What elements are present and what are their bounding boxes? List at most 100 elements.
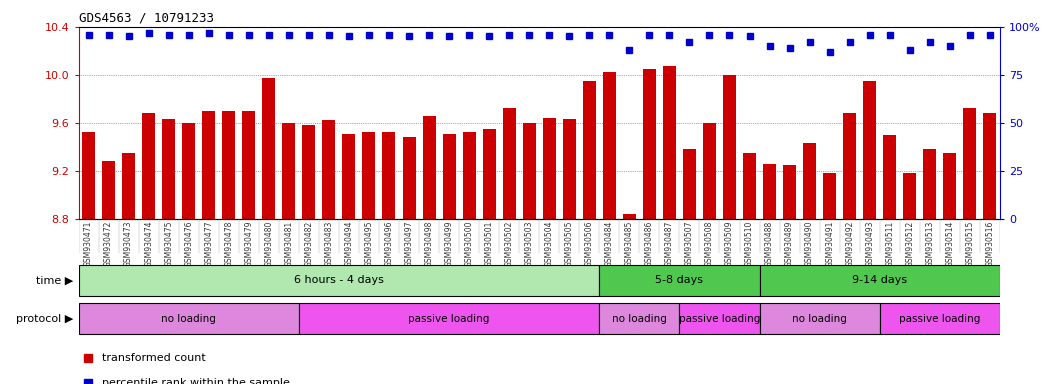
Bar [79,303,298,334]
Text: 6 hours - 4 days: 6 hours - 4 days [294,275,384,285]
Bar [503,109,516,219]
Text: GSM930514: GSM930514 [945,221,954,267]
Bar [303,125,315,219]
Text: GSM930504: GSM930504 [544,221,554,267]
Text: GDS4563 / 10791233: GDS4563 / 10791233 [79,11,214,24]
Text: GSM930497: GSM930497 [404,221,414,267]
Text: GSM930510: GSM930510 [745,221,754,267]
Text: GSM930481: GSM930481 [285,221,293,267]
Bar [680,303,759,334]
Text: GSM930499: GSM930499 [445,221,453,267]
Text: GSM930503: GSM930503 [525,221,534,267]
Text: GSM930471: GSM930471 [84,221,93,267]
Text: passive loading: passive loading [408,314,490,324]
Bar [843,113,856,219]
Bar [142,113,155,219]
Bar [583,81,596,219]
Bar [122,153,135,219]
Text: no loading: no loading [161,314,216,324]
Bar [463,132,475,219]
Bar [599,303,680,334]
Text: GSM930486: GSM930486 [645,221,654,267]
Bar [283,123,295,219]
Text: GSM930512: GSM930512 [906,221,914,267]
Bar [723,75,736,219]
Bar [823,173,837,219]
Bar [522,123,536,219]
Bar [663,66,676,219]
Text: GSM930477: GSM930477 [204,221,214,267]
Text: GSM930513: GSM930513 [926,221,934,267]
Bar [102,161,115,219]
Text: GSM930509: GSM930509 [725,221,734,267]
Text: GSM930491: GSM930491 [825,221,834,267]
Text: GSM930492: GSM930492 [845,221,854,267]
Bar [342,134,355,219]
Bar [362,132,376,219]
Bar [322,121,335,219]
Text: GSM930496: GSM930496 [384,221,394,267]
Bar [683,149,696,219]
Text: GSM930507: GSM930507 [685,221,694,267]
Bar [402,137,416,219]
Text: GSM930485: GSM930485 [625,221,633,267]
Text: GSM930490: GSM930490 [805,221,815,267]
Bar [423,116,436,219]
Text: GSM930473: GSM930473 [125,221,133,267]
Text: GSM930494: GSM930494 [344,221,354,267]
Text: GSM930515: GSM930515 [965,221,975,267]
Text: 9-14 days: 9-14 days [852,275,908,285]
Bar [943,153,956,219]
Bar [202,111,216,219]
Text: GSM930484: GSM930484 [605,221,614,267]
Text: GSM930478: GSM930478 [224,221,233,267]
Bar [759,303,879,334]
Bar [182,123,195,219]
Bar [79,265,599,296]
Bar [759,265,1000,296]
Bar [623,214,636,219]
Text: GSM930501: GSM930501 [485,221,493,267]
Text: GSM930493: GSM930493 [865,221,874,267]
Bar [599,265,759,296]
Bar [703,123,716,219]
Bar [382,132,396,219]
Text: GSM930500: GSM930500 [465,221,473,267]
Bar [879,303,1000,334]
Bar [803,143,816,219]
Bar [923,149,936,219]
Bar [884,135,896,219]
Text: no loading: no loading [793,314,847,324]
Bar [562,119,576,219]
Bar [162,119,175,219]
Text: GSM930483: GSM930483 [325,221,333,267]
Text: GSM930474: GSM930474 [144,221,153,267]
Bar [783,165,796,219]
Text: GSM930495: GSM930495 [364,221,374,267]
Bar [298,303,599,334]
Bar [904,173,916,219]
Bar [603,73,616,219]
Text: GSM930475: GSM930475 [164,221,173,267]
Text: GSM930489: GSM930489 [785,221,794,267]
Text: GSM930476: GSM930476 [184,221,194,267]
Bar [983,113,997,219]
Text: GSM930498: GSM930498 [424,221,433,267]
Bar [82,132,95,219]
Bar [743,153,756,219]
Text: GSM930506: GSM930506 [585,221,594,267]
Bar [763,164,776,219]
Bar [863,81,876,219]
Bar [542,118,556,219]
Text: 5-8 days: 5-8 days [655,275,704,285]
Text: GSM930472: GSM930472 [104,221,113,267]
Text: no loading: no loading [611,314,667,324]
Bar [222,111,236,219]
Text: GSM930508: GSM930508 [705,221,714,267]
Text: time ▶: time ▶ [36,275,73,285]
Text: protocol ▶: protocol ▶ [16,314,73,324]
Bar [242,111,255,219]
Text: GSM930505: GSM930505 [564,221,574,267]
Bar [963,109,977,219]
Text: GSM930516: GSM930516 [985,221,995,267]
